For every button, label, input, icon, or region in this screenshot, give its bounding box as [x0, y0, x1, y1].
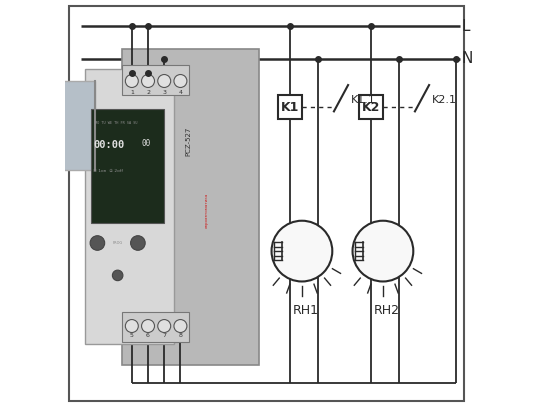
FancyBboxPatch shape — [278, 95, 302, 119]
Text: 7: 7 — [162, 333, 166, 338]
FancyBboxPatch shape — [359, 95, 383, 119]
Circle shape — [142, 320, 155, 333]
Circle shape — [272, 221, 332, 281]
Circle shape — [174, 75, 187, 87]
Text: L: L — [462, 19, 470, 34]
Text: 1: 1 — [130, 90, 134, 95]
Circle shape — [353, 221, 414, 281]
Circle shape — [158, 75, 171, 87]
Text: K2: K2 — [362, 101, 380, 114]
FancyBboxPatch shape — [121, 65, 188, 95]
Circle shape — [125, 320, 139, 333]
FancyBboxPatch shape — [53, 81, 95, 170]
Text: 5: 5 — [130, 333, 134, 338]
Text: 8: 8 — [179, 333, 182, 338]
Text: N: N — [462, 51, 473, 66]
Text: K2.1: K2.1 — [432, 95, 457, 105]
Text: 4: 4 — [179, 90, 182, 95]
Text: RН1: RН1 — [293, 304, 319, 317]
FancyBboxPatch shape — [121, 312, 188, 342]
Text: евроавтоматика: евроавтоматика — [205, 193, 209, 228]
Circle shape — [125, 75, 139, 87]
Text: 00: 00 — [141, 139, 150, 148]
FancyBboxPatch shape — [85, 69, 174, 344]
Circle shape — [90, 236, 105, 250]
Text: ① 1on  ② 2off: ① 1on ② 2off — [93, 169, 124, 173]
Text: 00:00: 00:00 — [93, 140, 125, 150]
Text: PCZ-527: PCZ-527 — [186, 127, 192, 156]
Circle shape — [131, 236, 145, 250]
Circle shape — [158, 320, 171, 333]
Text: K1.1: K1.1 — [351, 95, 376, 105]
Text: RН2: RН2 — [374, 304, 400, 317]
Text: 6: 6 — [146, 333, 150, 338]
Text: K1: K1 — [280, 101, 299, 114]
Circle shape — [112, 270, 123, 281]
Text: 3: 3 — [162, 90, 166, 95]
Text: MO TU WE TH FR SA SU: MO TU WE TH FR SA SU — [95, 121, 137, 124]
Text: 2: 2 — [146, 90, 150, 95]
FancyBboxPatch shape — [121, 49, 259, 365]
FancyBboxPatch shape — [91, 109, 164, 223]
Circle shape — [142, 75, 155, 87]
Text: PROG: PROG — [112, 241, 123, 245]
Circle shape — [174, 320, 187, 333]
